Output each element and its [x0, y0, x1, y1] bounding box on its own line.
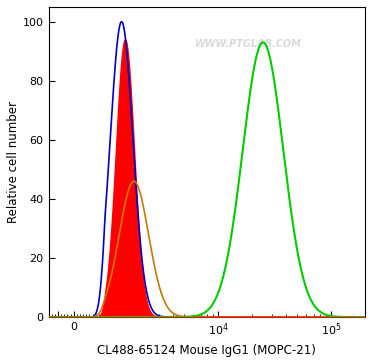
X-axis label: CL488-65124 Mouse IgG1 (MOPC-21): CL488-65124 Mouse IgG1 (MOPC-21) [97, 344, 316, 357]
Text: WWW.PTGLAB.COM: WWW.PTGLAB.COM [195, 39, 301, 49]
Y-axis label: Relative cell number: Relative cell number [7, 101, 20, 223]
